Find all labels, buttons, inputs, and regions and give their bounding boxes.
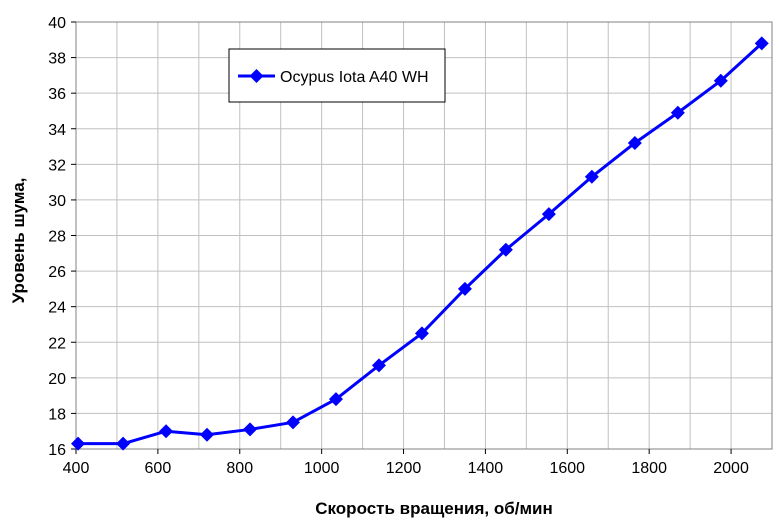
data-point-marker (414, 326, 429, 341)
y-axis-ticks: 16 18 20 22 24 26 28 30 32 34 36 38 40 (48, 15, 76, 459)
x-tick-label: 800 (226, 460, 253, 477)
y-tick-label: 34 (48, 122, 66, 139)
y-tick-label: 32 (48, 157, 66, 174)
data-point-marker (200, 427, 215, 442)
data-point-marker (457, 281, 472, 296)
x-tick-label: 1800 (631, 460, 667, 477)
y-tick-label: 38 (48, 51, 66, 68)
x-tick-label: 600 (145, 460, 172, 477)
data-point-marker (243, 422, 257, 437)
data-point-marker (541, 207, 556, 222)
y-tick-label: 40 (48, 15, 66, 32)
data-point-marker (285, 415, 300, 430)
series-line (78, 42, 763, 446)
data-point-marker (498, 242, 513, 257)
legend-label: Ocypus Iota A40 WH (280, 69, 429, 86)
x-axis-title: Скорость вращения, об/мин (315, 499, 553, 518)
x-axis-ticks: 400 600 800 1000 1200 1400 1600 1800 2000 (63, 449, 749, 477)
series-layer (71, 36, 769, 451)
y-tick-label: 30 (48, 193, 66, 210)
x-tick-label: 1200 (386, 460, 422, 477)
y-tick-label: 22 (48, 335, 66, 352)
x-tick-label: 1400 (468, 460, 504, 477)
data-point-marker (627, 135, 642, 150)
data-point-marker (159, 424, 174, 439)
x-tick-label: 2000 (713, 460, 749, 477)
legend-marker-diamond-icon (249, 69, 264, 83)
legend: Ocypus Iota A40 WH (228, 48, 446, 103)
data-point-marker (754, 36, 769, 51)
y-tick-label: 24 (48, 300, 66, 317)
y-tick-label: 18 (48, 406, 66, 423)
data-point-marker (71, 436, 86, 451)
y-tick-label: 16 (48, 442, 66, 459)
data-point-marker (584, 169, 599, 184)
data-point-marker (371, 358, 386, 373)
y-tick-label: 28 (48, 229, 66, 246)
y-tick-label: 20 (48, 371, 66, 388)
data-point-marker (328, 392, 343, 407)
y-axis-title: Уровень шума, (9, 178, 28, 304)
data-point-marker (670, 105, 685, 120)
data-point-marker (116, 436, 131, 451)
y-tick-label: 26 (48, 264, 66, 281)
y-tick-label: 36 (48, 86, 66, 103)
x-tick-label: 400 (63, 460, 90, 477)
x-tick-label: 1600 (549, 460, 585, 477)
data-point-marker (713, 73, 728, 88)
x-tick-label: 1000 (304, 460, 340, 477)
legend-box (228, 48, 446, 103)
